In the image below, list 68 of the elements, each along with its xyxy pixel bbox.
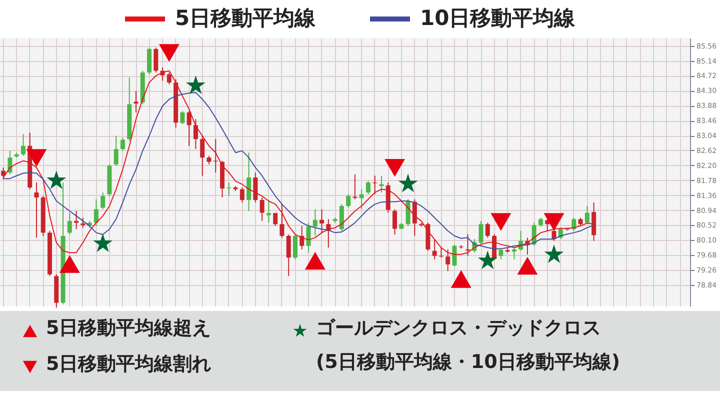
legend-label: ゴールデンクロス・デッドクロス (5日移動平均線・10日移動平均線) (316, 317, 620, 373)
point (26, 149, 47, 167)
point (478, 250, 498, 270)
candlestick (154, 47, 158, 74)
candlestick (412, 198, 417, 236)
candlestick (166, 72, 172, 85)
point (490, 213, 512, 231)
candlestick (253, 172, 258, 203)
point (384, 159, 406, 177)
candlestick (320, 208, 324, 234)
candlestick (246, 152, 252, 212)
point (158, 44, 180, 62)
candlestick (312, 208, 318, 236)
point (186, 75, 206, 94)
legend-label: 5日移動平均線 (175, 6, 317, 30)
candlestick (478, 220, 484, 245)
candlestick (292, 234, 298, 260)
legend-label: 5日移動平均線割れ (46, 353, 212, 375)
candlestick (300, 225, 304, 250)
candlestick (485, 222, 490, 238)
candlestick (306, 222, 311, 254)
candlestick (498, 248, 504, 260)
point (450, 270, 472, 288)
point (398, 174, 418, 192)
candlestick (452, 244, 457, 267)
candlestick (120, 137, 125, 152)
candlestick (240, 186, 244, 203)
candlestick (67, 212, 72, 235)
candlestick (273, 212, 278, 226)
point (59, 255, 80, 273)
candlestick (592, 202, 596, 242)
candlestick (352, 174, 358, 200)
point (544, 213, 564, 231)
candlestick (339, 204, 344, 232)
candlestick (406, 198, 410, 226)
point (46, 170, 66, 190)
candlestick (186, 110, 192, 146)
candlestick (359, 188, 364, 210)
candlestick (20, 134, 26, 156)
point (544, 244, 564, 264)
candlestick (260, 196, 264, 222)
legend-label: 10日移動平均線 (420, 6, 576, 30)
candlestick (346, 194, 351, 208)
candlestick (200, 135, 205, 176)
candlestick (392, 208, 398, 235)
candlestick (446, 248, 450, 272)
candlestick (147, 47, 152, 75)
candlestick (8, 150, 12, 175)
candlestick (465, 234, 470, 256)
candlestick (193, 118, 198, 150)
candlestick (286, 234, 291, 277)
point (517, 256, 538, 275)
candlestick (266, 200, 271, 224)
candlestick (584, 205, 590, 225)
candlestick (366, 180, 370, 195)
point (93, 233, 113, 252)
candlestick (34, 182, 39, 238)
candlestick (180, 110, 185, 125)
point (304, 252, 326, 270)
candlestick (114, 135, 118, 166)
candlestick (432, 238, 437, 260)
candlestick (94, 198, 98, 226)
legend-label: 5日移動平均線超え (46, 317, 212, 339)
candlestick (134, 90, 138, 113)
candlestick (572, 217, 576, 232)
candlestick (512, 247, 516, 260)
candlestick (100, 192, 106, 210)
candlestick (280, 204, 284, 238)
